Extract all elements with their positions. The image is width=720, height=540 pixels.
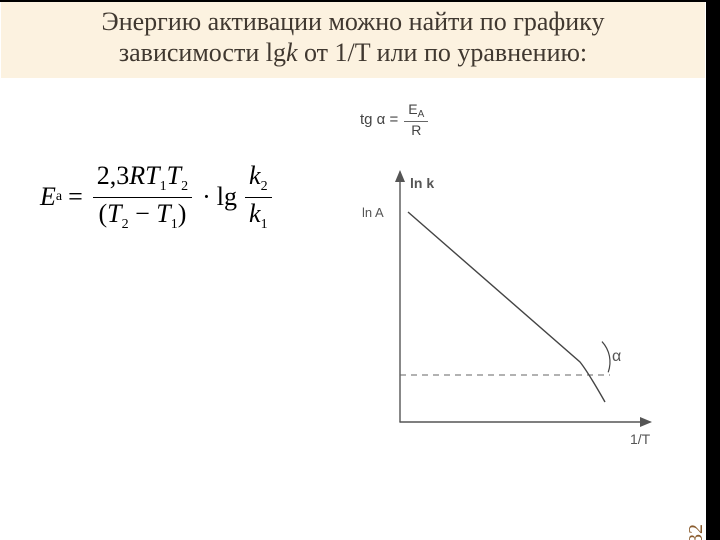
minus: − bbox=[129, 199, 157, 228]
activation-energy-equation: Ea = 2,3RT1T2 (T2 − T1) · lg k2 k1 bbox=[40, 162, 276, 232]
main-fraction-1: 2,3RT1T2 (T2 − T1) bbox=[93, 162, 192, 232]
den-T1: T bbox=[156, 199, 170, 228]
k1-sub: 1 bbox=[261, 217, 268, 232]
Ea-sub: a bbox=[56, 189, 62, 205]
main-fraction-2: k2 k1 bbox=[245, 162, 272, 232]
equals: = bbox=[68, 182, 83, 212]
title-line-1: Энергию активации можно найти по графику bbox=[102, 7, 605, 36]
y-axis-label: ln k bbox=[410, 175, 434, 191]
lg-op: lg bbox=[217, 182, 237, 212]
page-number: 32 bbox=[685, 524, 708, 540]
den-T1-sub: 1 bbox=[171, 217, 178, 232]
frac2-den: k1 bbox=[245, 198, 272, 233]
k1: k bbox=[249, 199, 261, 228]
k2: k bbox=[249, 161, 261, 190]
plot-svg: ln k ln A α 1/T bbox=[340, 162, 680, 462]
alpha-angle-arc bbox=[602, 342, 610, 373]
slope-numerator: EA bbox=[404, 102, 428, 122]
slope-E-sub: A bbox=[418, 109, 425, 120]
data-line bbox=[408, 212, 605, 402]
right-black-rail bbox=[706, 0, 720, 540]
sym-T1: T bbox=[145, 161, 159, 190]
slope-fraction: EA R bbox=[404, 102, 428, 137]
den-T2: T bbox=[107, 199, 121, 228]
frac1-den: (T2 − T1) bbox=[94, 198, 190, 233]
x-axis-arrow-icon bbox=[640, 417, 652, 427]
y-axis-arrow-icon bbox=[395, 170, 405, 182]
den-T2-sub: 2 bbox=[122, 217, 129, 232]
sym-T1-sub: 1 bbox=[160, 179, 167, 194]
frac1-num: 2,3RT1T2 bbox=[93, 162, 192, 198]
k2-sub: 2 bbox=[261, 179, 268, 194]
paren-close: ) bbox=[178, 199, 187, 228]
slide: Энергию активации можно найти по графику… bbox=[0, 2, 706, 540]
tg-alpha-text: tg α = bbox=[360, 111, 398, 128]
paren-open: ( bbox=[98, 199, 107, 228]
sym-T2: T bbox=[167, 161, 181, 190]
title-bar: Энергию активации можно найти по графику… bbox=[1, 2, 705, 78]
dot-op: · bbox=[202, 182, 211, 212]
sym-T2-sub: 2 bbox=[181, 179, 188, 194]
lnA-label: ln A bbox=[362, 205, 384, 220]
title-line-2b: от 1/T или по уравнению: bbox=[298, 38, 588, 67]
Ea-symbol: E bbox=[40, 182, 56, 212]
slope-denominator: R bbox=[404, 122, 428, 137]
title-lgk-k: k bbox=[286, 38, 298, 67]
arrhenius-plot: ln k ln A α 1/T bbox=[340, 162, 680, 462]
slope-equation: tg α = EA R bbox=[360, 102, 428, 137]
axes bbox=[395, 170, 652, 427]
sym-R: R bbox=[129, 161, 145, 190]
alpha-label: α bbox=[612, 348, 621, 365]
title-line-2a: зависимости lg bbox=[119, 38, 286, 67]
frac2-num: k2 bbox=[245, 162, 272, 198]
slope-E: E bbox=[408, 101, 417, 117]
x-axis-label: 1/T bbox=[630, 431, 651, 447]
coef-2-3: 2,3 bbox=[97, 161, 130, 190]
